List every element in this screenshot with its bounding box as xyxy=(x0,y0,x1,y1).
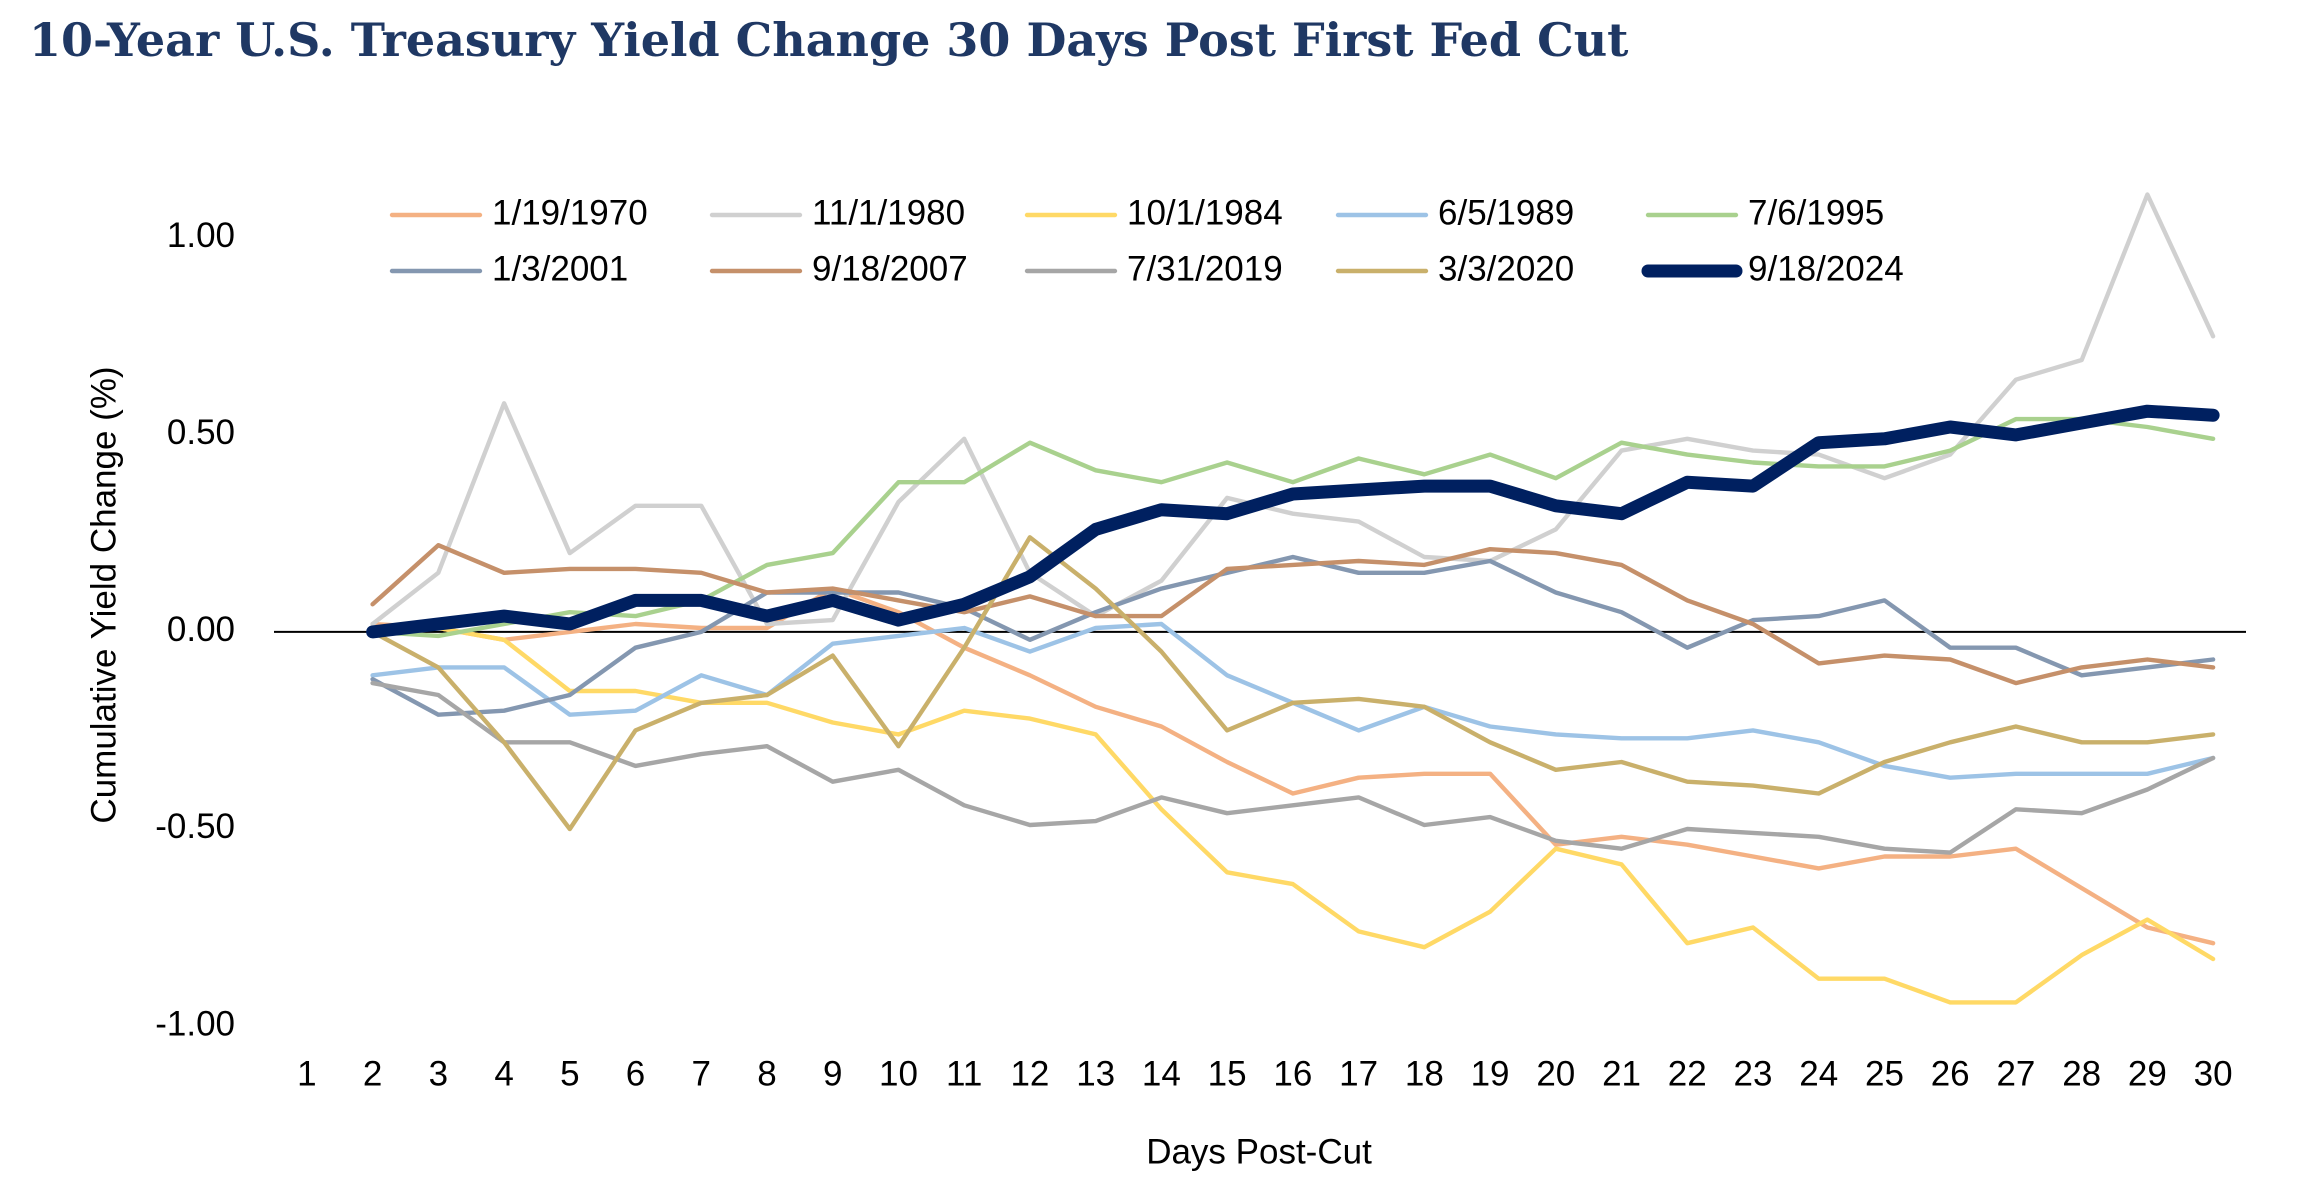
x-tick-label: 11 xyxy=(946,1054,982,1093)
legend-label: 6/5/1989 xyxy=(1438,193,1574,232)
legend-label: 1/3/2001 xyxy=(492,249,628,288)
legend-label: 7/31/2019 xyxy=(1127,249,1283,288)
legend-label: 11/1/1980 xyxy=(812,193,965,232)
series-line xyxy=(370,586,2216,946)
series-line xyxy=(370,554,2216,717)
x-tick-label: 15 xyxy=(1208,1054,1247,1093)
y-tick-label: 0.00 xyxy=(167,610,235,649)
legend-label: 3/3/2020 xyxy=(1438,249,1574,288)
y-tick-label: 1.00 xyxy=(167,216,235,255)
x-tick-label: 4 xyxy=(494,1054,513,1093)
y-tick-label: -0.50 xyxy=(155,807,235,846)
x-tick-label: 9 xyxy=(823,1054,842,1093)
x-tick-label: 16 xyxy=(1273,1054,1312,1093)
x-tick-label: 2 xyxy=(363,1054,382,1093)
x-tick-label: 5 xyxy=(560,1054,579,1093)
x-tick-label: 25 xyxy=(1865,1054,1904,1093)
x-tick-label: 23 xyxy=(1734,1054,1773,1093)
series-line xyxy=(366,404,2220,639)
series-line xyxy=(370,625,2216,1005)
x-tick-label: 21 xyxy=(1602,1054,1641,1093)
x-axis-title: Days Post-Cut xyxy=(1146,1132,1372,1171)
x-tick-label: 3 xyxy=(429,1054,448,1093)
legend-label: 10/1/1984 xyxy=(1127,193,1283,232)
legend-label: 7/6/1995 xyxy=(1748,193,1884,232)
x-tick-label: 29 xyxy=(2128,1054,2167,1093)
x-tick-label: 13 xyxy=(1076,1054,1115,1093)
x-tick-label: 27 xyxy=(1996,1054,2035,1093)
series-line xyxy=(370,192,2216,627)
y-tick-label: -1.00 xyxy=(155,1004,235,1043)
x-tick-label: 1 xyxy=(297,1054,316,1093)
x-tick-label: 17 xyxy=(1339,1054,1378,1093)
x-tick-label: 7 xyxy=(692,1054,711,1093)
x-tick-label: 26 xyxy=(1931,1054,1970,1093)
x-tick-label: 18 xyxy=(1405,1054,1444,1093)
series-line xyxy=(370,680,2216,855)
y-axis-title: Cumulative Yield Change (%) xyxy=(84,366,123,823)
legend-label: 1/19/1970 xyxy=(492,193,648,232)
x-tick-label: 24 xyxy=(1799,1054,1838,1093)
x-tick-label: 10 xyxy=(879,1054,918,1093)
x-tick-label: 22 xyxy=(1668,1054,1707,1093)
x-tick-label: 12 xyxy=(1010,1054,1049,1093)
x-tick-label: 8 xyxy=(757,1054,776,1093)
chart-title: 10-Year U.S. Treasury Yield Change 30 Da… xyxy=(29,13,1629,67)
x-tick-label: 6 xyxy=(626,1054,645,1093)
x-tick-label: 19 xyxy=(1471,1054,1510,1093)
series-line xyxy=(370,543,2216,686)
series-line xyxy=(370,535,2216,832)
legend-label: 9/18/2024 xyxy=(1748,249,1904,288)
x-tick-label: 28 xyxy=(2062,1054,2101,1093)
x-tick-label: 14 xyxy=(1142,1054,1181,1093)
x-tick-label: 30 xyxy=(2194,1054,2233,1093)
legend-label: 9/18/2007 xyxy=(812,249,968,288)
x-tick-label: 20 xyxy=(1536,1054,1575,1093)
y-tick-label: 0.50 xyxy=(167,413,235,452)
